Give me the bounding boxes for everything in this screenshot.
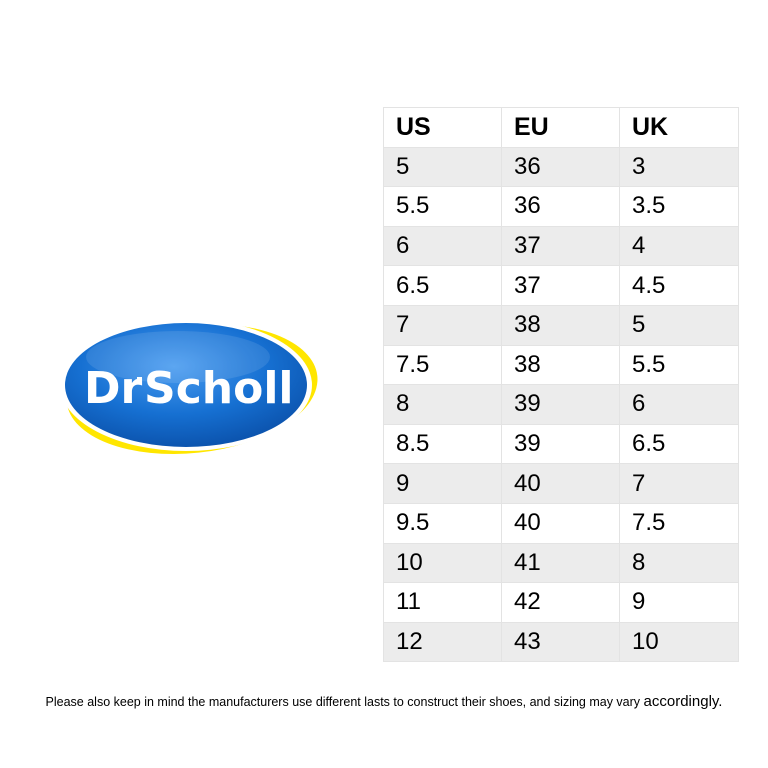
cell-uk: 4 [619, 225, 739, 267]
header-uk: UK [619, 107, 739, 148]
table-row: 11 42 9 [383, 582, 739, 623]
cell-us: 9.5 [383, 502, 502, 544]
cell-uk: 9 [619, 582, 739, 623]
sizing-footnote: Please also keep in mind the manufacture… [0, 693, 768, 710]
cell-eu: 39 [501, 384, 620, 425]
table-row: 9 40 7 [383, 463, 739, 504]
cell-eu: 37 [501, 265, 620, 306]
cell-us: 10 [383, 542, 502, 584]
table-row: 8.5 39 6.5 [383, 423, 739, 465]
cell-us: 9 [383, 463, 502, 504]
cell-eu: 37 [501, 225, 620, 267]
cell-eu: 41 [501, 542, 620, 584]
footnote-last-word: accordingly. [643, 693, 723, 710]
table-row: 10 41 8 [383, 542, 739, 584]
svg-text:Dr: Dr [84, 363, 143, 414]
cell-us: 6 [383, 225, 502, 267]
cell-uk: 3.5 [619, 186, 739, 227]
cell-eu: 38 [501, 344, 620, 386]
cell-eu: 40 [501, 502, 620, 544]
cell-uk: 3 [619, 146, 739, 188]
table-row: 5 36 3 [383, 146, 739, 188]
cell-eu: 40 [501, 463, 620, 504]
cell-eu: 43 [501, 621, 620, 663]
footnote-text: Please also keep in mind the manufacture… [45, 695, 641, 709]
cell-uk: 6 [619, 384, 739, 425]
table-row: 7 38 5 [383, 304, 739, 346]
cell-uk: 7 [619, 463, 739, 504]
table-row: 5.5 36 3.5 [383, 186, 739, 227]
cell-eu: 36 [501, 146, 620, 188]
cell-eu: 42 [501, 582, 620, 623]
cell-us: 5.5 [383, 186, 502, 227]
size-conversion-table: US EU UK 5 36 3 5.5 36 3.5 6 37 4 6.5 37 4.5 7 38 5 7.5… [383, 107, 739, 663]
cell-us: 12 [383, 621, 502, 663]
header-us: US [383, 107, 502, 148]
cell-uk: 5 [619, 304, 739, 346]
dr-scholl-logo: Dr Scholl [58, 317, 320, 457]
cell-us: 7.5 [383, 344, 502, 386]
cell-eu: 36 [501, 186, 620, 227]
cell-uk: 6.5 [619, 423, 739, 465]
table-row: 6 37 4 [383, 225, 739, 267]
svg-text:Scholl: Scholl [144, 363, 294, 414]
table-body: 5 36 3 5.5 36 3.5 6 37 4 6.5 37 4.5 7 38 5 7.5 38 5.5 8 39 6… [383, 146, 739, 663]
cell-eu: 38 [501, 304, 620, 346]
cell-uk: 5.5 [619, 344, 739, 386]
cell-us: 5 [383, 146, 502, 188]
cell-uk: 10 [619, 621, 739, 663]
cell-us: 6.5 [383, 265, 502, 306]
table-row: 12 43 10 [383, 621, 739, 663]
cell-eu: 39 [501, 423, 620, 465]
cell-us: 7 [383, 304, 502, 346]
table-row: 8 39 6 [383, 384, 739, 425]
table-row: 6.5 37 4.5 [383, 265, 739, 306]
table-row: 9.5 40 7.5 [383, 502, 739, 544]
cell-uk: 8 [619, 542, 739, 584]
cell-us: 8 [383, 384, 502, 425]
cell-us: 11 [383, 582, 502, 623]
cell-uk: 7.5 [619, 502, 739, 544]
table-header-row: US EU UK [383, 107, 739, 148]
cell-uk: 4.5 [619, 265, 739, 306]
cell-us: 8.5 [383, 423, 502, 465]
header-eu: EU [501, 107, 620, 148]
table-row: 7.5 38 5.5 [383, 344, 739, 386]
